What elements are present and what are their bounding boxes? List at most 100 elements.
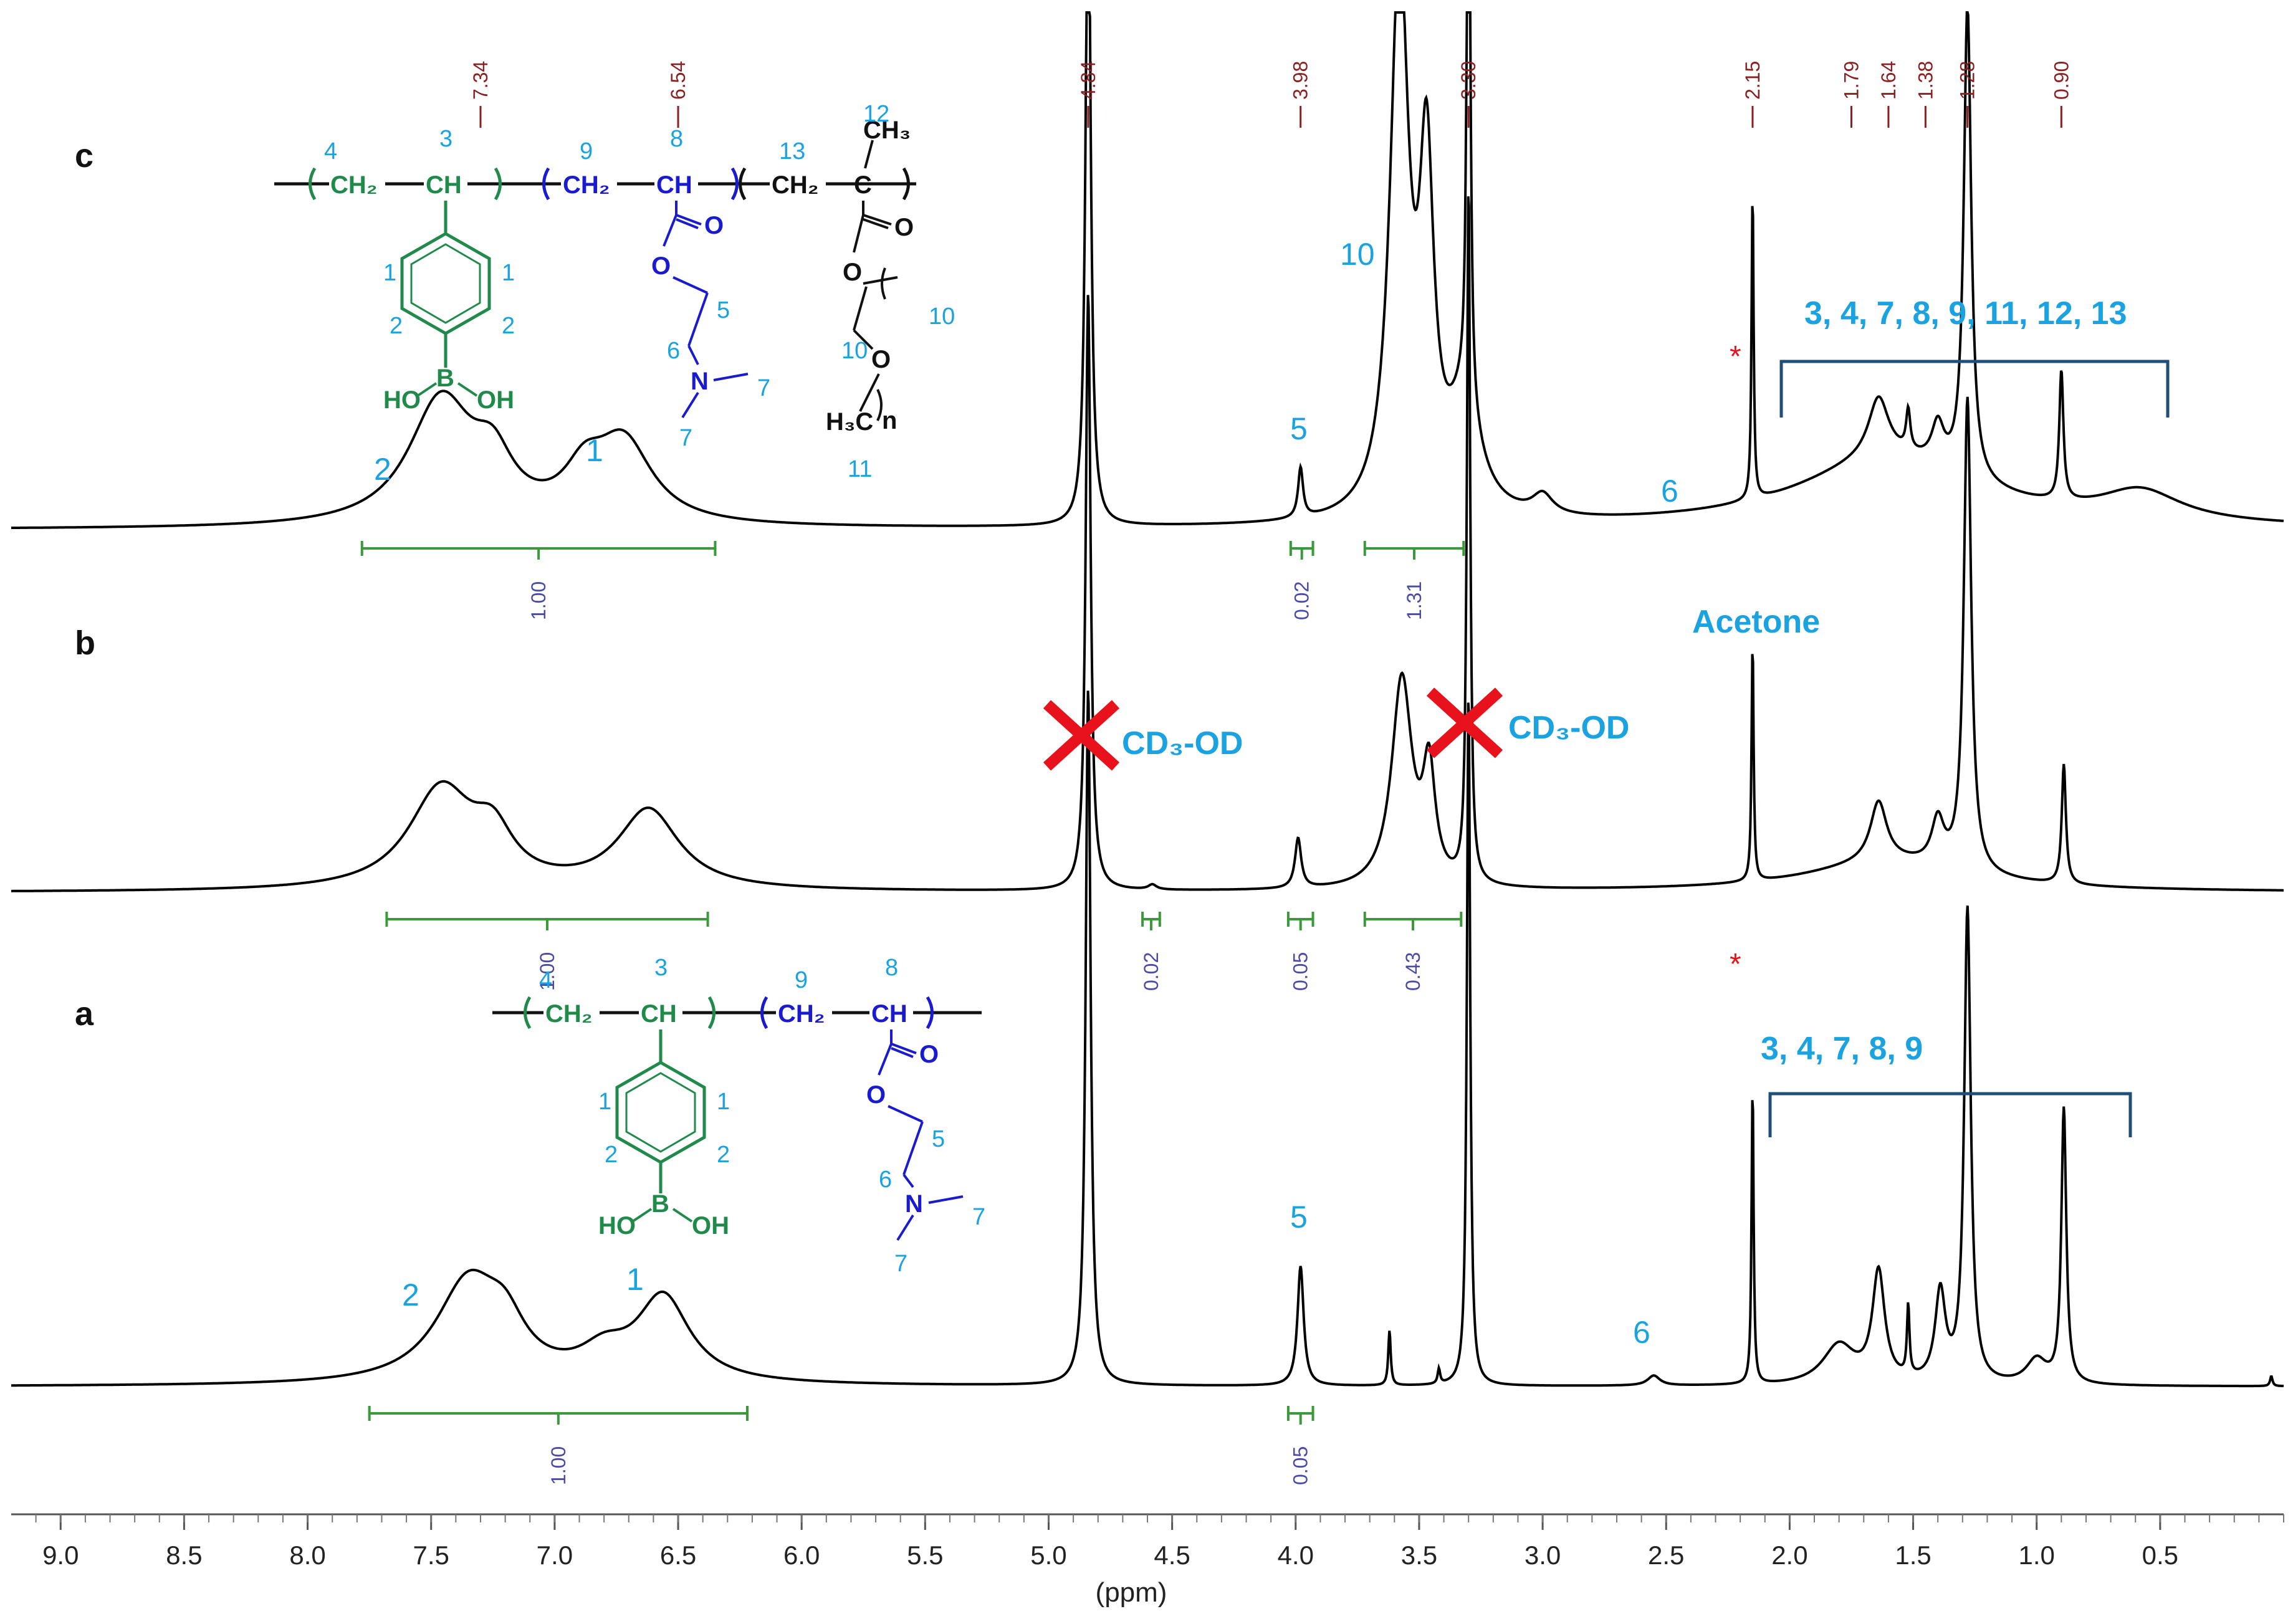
c-ch3: CH₃ bbox=[863, 117, 911, 144]
a-num-2a: 2 bbox=[605, 1142, 618, 1168]
acetone-label: Acetone bbox=[1692, 604, 1820, 640]
a-oh: OH bbox=[692, 1212, 729, 1239]
c-oh: OH bbox=[477, 386, 514, 414]
c-repeat-n: n bbox=[882, 407, 897, 434]
integral-value: 1.00 bbox=[536, 952, 558, 991]
integral-markers: 1.00 0.02 1.31 1.00 0.02 0.05 0.43 1.00 0.05 bbox=[360, 541, 1465, 1485]
tick-label: 3.5 bbox=[1401, 1540, 1437, 1570]
c-ch2-c: CH₂ bbox=[772, 171, 819, 199]
peak-label-1.64: 1.64 bbox=[1877, 61, 1900, 128]
tick-label: 1.5 bbox=[1895, 1540, 1931, 1570]
integral-b-1: 0.02 bbox=[1140, 912, 1162, 991]
svg-text:1.28: 1.28 bbox=[1956, 61, 1979, 100]
c-o-carbonyl-b: O bbox=[704, 212, 724, 239]
solvent-label-2: CD₃-OD bbox=[1508, 710, 1629, 746]
assign-c-1: 1 bbox=[586, 433, 603, 468]
tick-label: 5.0 bbox=[1030, 1540, 1066, 1570]
integral-c-1: 0.02 bbox=[1289, 541, 1314, 620]
peak-labels: 7.34 6.54 4.84 3.98 3.30 2.15 1.79 1.64 1.38 1.28… bbox=[469, 61, 2072, 128]
peak-label-0.90: 0.90 bbox=[2050, 61, 2072, 128]
svg-text:0.90: 0.90 bbox=[2050, 61, 2072, 100]
peak-label-1.79: 1.79 bbox=[1840, 61, 1862, 128]
svg-text:4.84: 4.84 bbox=[1077, 61, 1099, 100]
c-n: N bbox=[691, 368, 709, 395]
a-num-6: 6 bbox=[879, 1167, 892, 1193]
a-ch-b: CH bbox=[871, 1000, 907, 1028]
integral-c-2: 1.31 bbox=[1363, 541, 1465, 620]
star-a: * bbox=[1730, 948, 1741, 981]
tick-label: 7.5 bbox=[413, 1540, 449, 1570]
tick-label: 4.5 bbox=[1154, 1540, 1190, 1570]
peak-label-3.30: 3.30 bbox=[1457, 61, 1480, 128]
panel-label-c: c bbox=[75, 137, 93, 174]
a-n: N bbox=[905, 1190, 923, 1218]
c-o-peg: O bbox=[871, 346, 891, 373]
a-ch2-a: CH₂ bbox=[545, 1000, 593, 1028]
c-num-7b: 7 bbox=[679, 425, 692, 451]
c-num-8: 8 bbox=[670, 126, 683, 152]
a-num-1b: 1 bbox=[717, 1089, 730, 1115]
c-c-quat: C bbox=[854, 171, 872, 199]
assign-a-1: 1 bbox=[626, 1262, 644, 1297]
assign-c-5: 5 bbox=[1290, 411, 1308, 446]
x-axis: 9.0 8.5 8.0 7.5 7.0 6.5 6.0 5.5 5.0 4.5 4.0 3.5 3.0 2… bbox=[11, 1513, 2284, 1608]
integral-value: 0.05 bbox=[1290, 1446, 1312, 1485]
peak-assignments: 2 1 5 10 6 2 1 5 6 bbox=[374, 237, 1678, 1350]
svg-text:2.15: 2.15 bbox=[1741, 61, 1764, 100]
assign-c-10: 10 bbox=[1340, 237, 1375, 272]
tick-label: 7.0 bbox=[537, 1540, 573, 1570]
svg-text:6.54: 6.54 bbox=[667, 61, 689, 100]
assign-a-6: 6 bbox=[1633, 1315, 1650, 1350]
bracket-label-c: 3, 4, 7, 8, 9, 11, 12, 13 bbox=[1804, 295, 2127, 332]
svg-text:3.98: 3.98 bbox=[1290, 61, 1312, 100]
svg-text:1.79: 1.79 bbox=[1840, 61, 1862, 100]
c-o-ester-c: O bbox=[843, 259, 862, 286]
a-o-ester: O bbox=[866, 1081, 886, 1109]
bracket-a bbox=[1768, 1092, 2132, 1137]
integral-b-2: 0.05 bbox=[1286, 912, 1314, 991]
c-ho: HO bbox=[383, 386, 421, 414]
structure-a: CH₂ CH CH₂ CH B HO OH O O N 4 3 9 8 1 1 … bbox=[492, 955, 985, 1277]
star-c: * bbox=[1730, 340, 1741, 373]
integral-a-0: 1.00 bbox=[368, 1406, 749, 1485]
bracket-label-a: 3, 4, 7, 8, 9 bbox=[1761, 1031, 1923, 1067]
solvent-cross-1 bbox=[1043, 700, 1120, 771]
a-ch-a: CH bbox=[641, 1000, 677, 1028]
solvent-label-1: CD₃-OD bbox=[1122, 725, 1243, 762]
solvent-cross-2 bbox=[1426, 687, 1503, 758]
assign-a-2: 2 bbox=[402, 1278, 419, 1312]
peak-label-2.15: 2.15 bbox=[1741, 61, 1764, 128]
integral-a-1: 0.05 bbox=[1286, 1406, 1314, 1485]
integral-b-3: 0.43 bbox=[1363, 912, 1463, 991]
peak-label-1.38: 1.38 bbox=[1914, 61, 1936, 128]
assign-c-2: 2 bbox=[374, 452, 391, 487]
trace-c bbox=[11, 11, 2284, 529]
a-num-9: 9 bbox=[795, 967, 808, 993]
axis-label: (ppm) bbox=[1096, 1577, 1167, 1608]
c-num-10a: 10 bbox=[929, 303, 955, 330]
peak-label-3.98: 3.98 bbox=[1290, 61, 1312, 128]
a-num-7a: 7 bbox=[972, 1204, 985, 1230]
c-ch2-a: CH₂ bbox=[330, 171, 378, 199]
tick-label: 5.5 bbox=[907, 1540, 943, 1570]
tick-label: 1.0 bbox=[2019, 1540, 2055, 1570]
trace-b bbox=[11, 196, 2284, 892]
c-ch2-b: CH₂ bbox=[563, 171, 610, 199]
integral-b-0: 1.00 bbox=[385, 912, 709, 991]
c-num-1a: 1 bbox=[383, 260, 396, 286]
c-num-1b: 1 bbox=[502, 260, 515, 286]
panel-label-a: a bbox=[75, 995, 94, 1033]
tick-label: 4.0 bbox=[1278, 1540, 1314, 1570]
tick-label: 9.0 bbox=[42, 1540, 79, 1570]
tick-label: 6.5 bbox=[660, 1540, 696, 1570]
c-num-3: 3 bbox=[439, 126, 452, 152]
c-num-10b: 10 bbox=[841, 338, 868, 364]
peak-label-6.54: 6.54 bbox=[667, 61, 689, 128]
tick-label: 3.0 bbox=[1525, 1540, 1561, 1570]
a-o-carbonyl: O bbox=[919, 1041, 939, 1068]
x-ticks: 9.0 8.5 8.0 7.5 7.0 6.5 6.0 5.5 5.0 4.5 4.0 3.5 3.0 2… bbox=[35, 1514, 2284, 1570]
bracket-c bbox=[1779, 360, 2170, 418]
structure-c: CH₂ CH CH₂ CH CH₂ C CH₃ B HO OH O O N bbox=[274, 101, 955, 482]
c-num-9: 9 bbox=[580, 138, 593, 165]
spectrum-traces bbox=[11, 11, 2284, 1388]
